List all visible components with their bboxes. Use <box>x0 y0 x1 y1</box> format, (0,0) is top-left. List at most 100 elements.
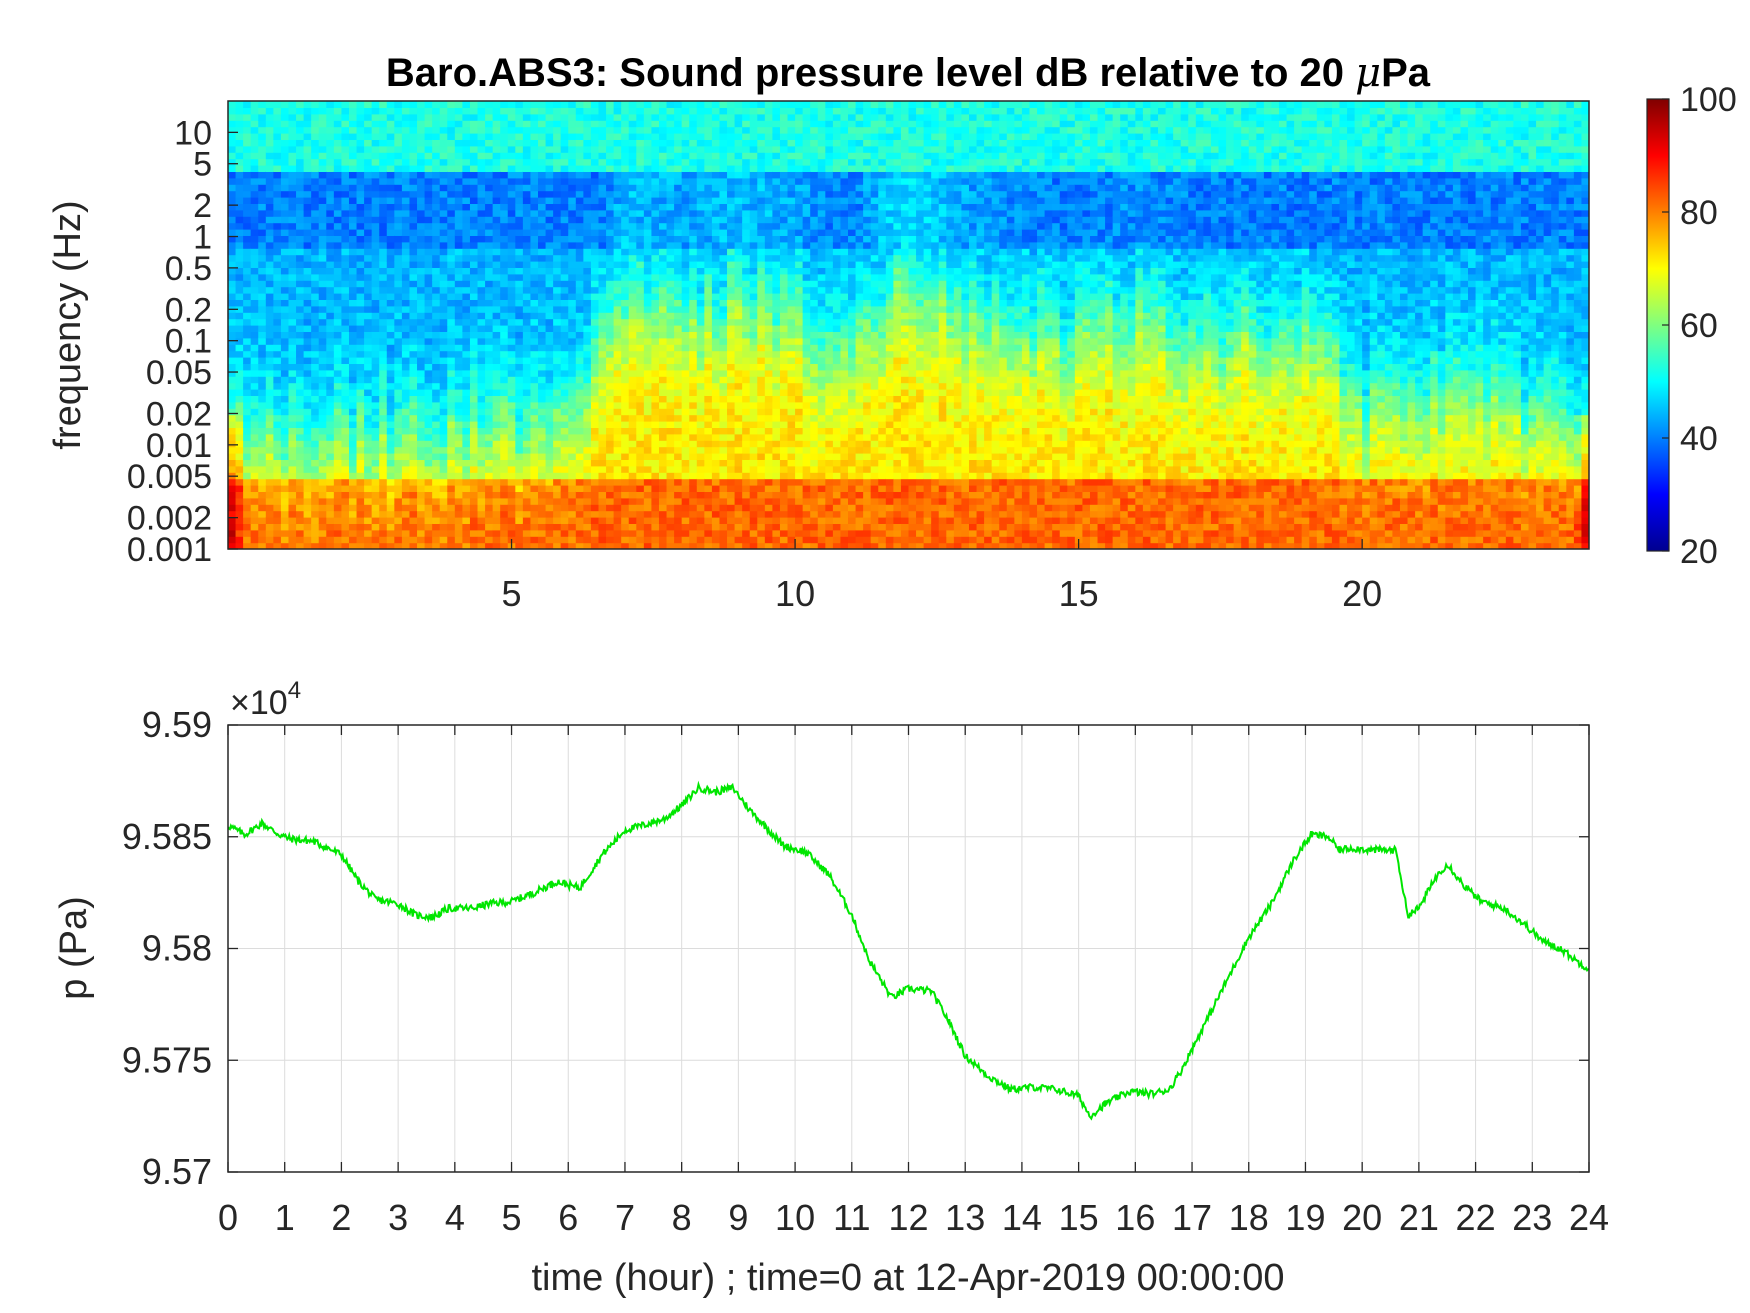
heatmap-cell <box>424 440 433 448</box>
heatmap-cell <box>424 177 433 185</box>
heatmap-cell <box>757 133 766 140</box>
heatmap-cell <box>545 165 554 172</box>
heatmap-cell <box>658 197 668 204</box>
heatmap-cell <box>545 523 554 531</box>
heatmap-cell <box>326 536 335 544</box>
heatmap-cell <box>711 478 721 486</box>
heatmap-cell <box>462 440 471 448</box>
heatmap-cell <box>764 510 773 518</box>
heatmap-cell <box>515 504 524 512</box>
heatmap-cell <box>318 305 327 313</box>
heatmap-cell <box>538 395 547 403</box>
heatmap-cell <box>719 229 728 236</box>
heatmap-cell <box>296 184 305 192</box>
heatmap-cell <box>651 523 660 531</box>
heatmap-cell <box>719 203 728 211</box>
heatmap-cell <box>250 261 259 268</box>
heatmap-cell <box>469 369 479 377</box>
heatmap-cell <box>757 139 766 147</box>
heatmap-cell <box>522 184 532 192</box>
heatmap-cell <box>235 318 244 326</box>
heatmap-cell <box>280 382 290 390</box>
heatmap-cell <box>613 472 622 480</box>
heatmap-cell <box>424 421 433 428</box>
heatmap-cell <box>273 325 282 332</box>
heatmap-cell <box>643 235 653 243</box>
heatmap-cell <box>636 510 645 518</box>
heatmap-cell <box>522 254 532 262</box>
heatmap-cell <box>364 305 373 313</box>
heatmap-cell <box>485 465 494 473</box>
heatmap-cell <box>348 440 358 448</box>
heatmap-cell <box>515 337 524 345</box>
heatmap-cell <box>666 337 675 345</box>
heatmap-cell <box>258 126 267 134</box>
heatmap-cell <box>590 280 600 288</box>
heatmap-cell <box>515 229 524 236</box>
heatmap-cell <box>598 318 607 326</box>
heatmap-cell <box>666 472 675 480</box>
heatmap-cell <box>424 113 433 121</box>
heatmap-cell <box>575 331 584 339</box>
heatmap-cell <box>651 363 660 371</box>
heatmap-cell <box>651 139 660 147</box>
heatmap-cell <box>447 446 456 454</box>
heatmap-cell <box>303 376 312 384</box>
heatmap-cell <box>606 286 615 294</box>
heatmap-cell <box>379 478 388 486</box>
heatmap-cell <box>258 529 267 537</box>
heatmap-cell <box>734 504 743 512</box>
heatmap-cell <box>530 408 539 416</box>
heatmap-cell <box>356 171 365 179</box>
heatmap-cell <box>560 261 569 268</box>
heatmap-cell <box>621 491 630 499</box>
heatmap-cell <box>704 190 713 198</box>
heatmap-cell <box>469 478 479 486</box>
heatmap-cell <box>719 337 728 345</box>
heatmap-cell <box>386 440 395 448</box>
heatmap-cell <box>265 517 274 524</box>
heatmap-cell <box>432 542 441 549</box>
heatmap-cell <box>628 152 637 160</box>
heatmap-cell <box>727 248 736 256</box>
heatmap-cell <box>485 433 494 441</box>
heatmap-cell <box>454 331 463 339</box>
heatmap-cell <box>530 261 539 268</box>
heatmap-cell <box>658 485 668 492</box>
heatmap-cell <box>250 376 259 384</box>
heatmap-cell <box>719 318 728 326</box>
heatmap-cell <box>575 542 584 549</box>
heatmap-cell <box>757 440 766 448</box>
heatmap-cell <box>401 152 411 160</box>
heatmap-cell <box>424 504 433 512</box>
heatmap-cell <box>409 312 418 320</box>
heatmap-cell <box>545 107 554 115</box>
heatmap-cell <box>356 357 365 364</box>
heatmap-cell <box>401 478 411 486</box>
heatmap-cell <box>689 465 698 473</box>
heatmap-cell <box>507 222 516 230</box>
heatmap-cell <box>273 529 282 537</box>
heatmap-cell <box>348 286 358 294</box>
heatmap-cell <box>704 504 713 512</box>
heatmap-cell <box>711 504 721 512</box>
heatmap-cell <box>311 177 320 185</box>
heatmap-cell <box>417 414 426 422</box>
heatmap-cell <box>704 171 713 179</box>
heatmap-cell <box>530 421 539 428</box>
heatmap-cell <box>749 126 758 134</box>
heatmap-cell <box>296 433 305 441</box>
heatmap-cell <box>296 523 305 531</box>
heatmap-cell <box>749 414 758 422</box>
heatmap-cell <box>583 229 592 236</box>
heatmap-cell <box>492 145 501 153</box>
heatmap-cell <box>409 529 418 537</box>
heatmap-cell <box>401 325 411 332</box>
heatmap-cell <box>439 280 448 288</box>
heatmap-cell <box>727 363 736 371</box>
heatmap-cell <box>681 504 690 512</box>
heatmap-cell <box>696 440 705 448</box>
heatmap-cell <box>439 465 448 473</box>
heatmap-cell <box>280 478 290 486</box>
heatmap-cell <box>477 536 486 544</box>
